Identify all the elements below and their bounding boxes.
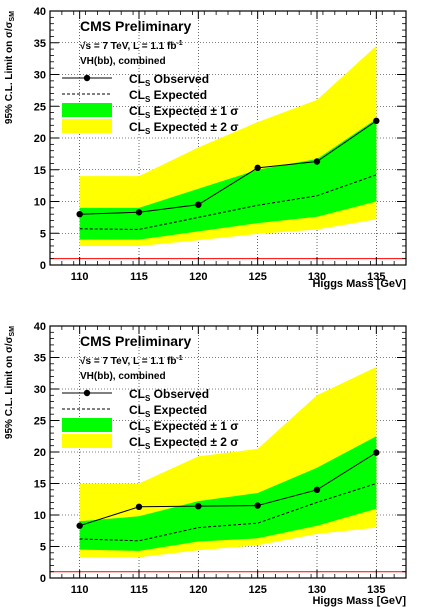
observed-point bbox=[76, 211, 83, 218]
legend-band1-swatch bbox=[62, 418, 112, 432]
legend-band1-label: CLS Expected ± 1 σ bbox=[129, 419, 239, 435]
x-tick-label: 125 bbox=[248, 584, 266, 596]
limit-chart-top: 110 115 120 125 130 135 0 5 10 15 20 25 30 35 40 Higgs … bbox=[4, 6, 407, 290]
observed-line bbox=[79, 120, 377, 215]
x-tick-label: 125 bbox=[248, 271, 266, 283]
y-tick-label: 40 bbox=[34, 321, 46, 333]
y-tick-label: 35 bbox=[34, 353, 46, 365]
legend-observed-label: CLS Observed bbox=[129, 72, 209, 88]
x-tick-label: 135 bbox=[367, 271, 385, 283]
legend-observed-label: CLS Observed bbox=[129, 387, 209, 403]
x-tick-label: 120 bbox=[189, 271, 207, 283]
observed-point bbox=[254, 164, 261, 172]
y-axis-label: 95% C.L. Limit on σ/σSM bbox=[4, 11, 16, 124]
legend-band2-swatch bbox=[62, 119, 112, 133]
observed-point bbox=[76, 522, 83, 529]
y-tick-label: 10 bbox=[34, 197, 46, 209]
x-tick-label: 115 bbox=[130, 584, 148, 596]
observed-point bbox=[195, 502, 202, 510]
x-tick-label: 120 bbox=[189, 584, 207, 596]
expected-line bbox=[79, 483, 377, 542]
observed-point bbox=[195, 201, 202, 208]
y-tick-label: 5 bbox=[40, 228, 46, 240]
y-tick-label: 35 bbox=[34, 38, 46, 50]
x-tick-label: 130 bbox=[308, 584, 326, 596]
y-axis-label: 95% C.L. Limit on σ/σSM bbox=[4, 326, 16, 439]
band-1sigma bbox=[79, 118, 377, 240]
legend-observed-marker bbox=[83, 74, 91, 82]
y-tick-label: 20 bbox=[34, 133, 46, 145]
energy-label: √s = 7 TeV, L = 1.1 fb-1 bbox=[80, 355, 183, 367]
y-tick-label: 0 bbox=[40, 573, 46, 585]
cms-title: CMS Preliminary bbox=[80, 333, 191, 349]
legend-expected-label: CLS Expected bbox=[129, 88, 207, 104]
legend-band2-swatch bbox=[62, 434, 112, 448]
expected-line bbox=[79, 174, 377, 230]
y-tick-label: 25 bbox=[34, 416, 46, 428]
energy-label: √s = 7 TeV, L = 1.1 fb-1 bbox=[80, 40, 183, 52]
legend-band1-swatch bbox=[62, 103, 112, 117]
y-tick-label: 15 bbox=[34, 479, 46, 491]
observed-point bbox=[254, 502, 261, 509]
band-1sigma bbox=[79, 436, 377, 551]
legend-band2-label: CLS Expected ± 2 σ bbox=[129, 435, 239, 451]
ticks bbox=[49, 325, 407, 579]
observed-line bbox=[79, 452, 377, 527]
y-tick-label: 5 bbox=[40, 542, 46, 554]
x-tick-label: 110 bbox=[71, 584, 89, 596]
y-tick-label: 25 bbox=[34, 101, 46, 113]
x-tick-label: 135 bbox=[367, 584, 385, 596]
legend-expected-label: CLS Expected bbox=[129, 403, 207, 419]
observed-point bbox=[313, 486, 321, 493]
observed-point bbox=[135, 503, 143, 511]
x-tick-label: 130 bbox=[308, 271, 326, 283]
observed-point bbox=[373, 117, 380, 125]
y-tick-label: 15 bbox=[34, 165, 46, 177]
y-tick-label: 30 bbox=[34, 70, 46, 82]
observed-point bbox=[373, 449, 380, 456]
legend-band2-label: CLS Expected ± 2 σ bbox=[129, 120, 239, 136]
channel-label: VH(bb), combined bbox=[80, 371, 166, 382]
ticks bbox=[49, 10, 407, 266]
y-tick-label: 20 bbox=[34, 447, 46, 459]
cms-title: CMS Preliminary bbox=[80, 18, 191, 34]
limit-chart-bottom: 110 115 120 125 130 135 0 5 10 15 20 25 30 35 40 Higgs … bbox=[4, 321, 407, 607]
y-tick-label: 30 bbox=[34, 384, 46, 396]
y-tick-label: 0 bbox=[40, 260, 46, 272]
legend-observed-marker bbox=[83, 389, 91, 397]
legend-band1-label: CLS Expected ± 1 σ bbox=[129, 104, 239, 120]
y-tick-label: 40 bbox=[34, 6, 46, 18]
observed-point bbox=[135, 209, 143, 216]
x-axis-label: Higgs Mass [GeV] bbox=[312, 595, 406, 607]
x-axis-label: Higgs Mass [GeV] bbox=[312, 278, 406, 290]
channel-label: VH(bb), combined bbox=[80, 56, 166, 67]
x-tick-label: 115 bbox=[130, 271, 148, 283]
y-tick-label: 10 bbox=[34, 510, 46, 522]
observed-point bbox=[313, 158, 321, 165]
x-tick-label: 110 bbox=[71, 271, 89, 283]
